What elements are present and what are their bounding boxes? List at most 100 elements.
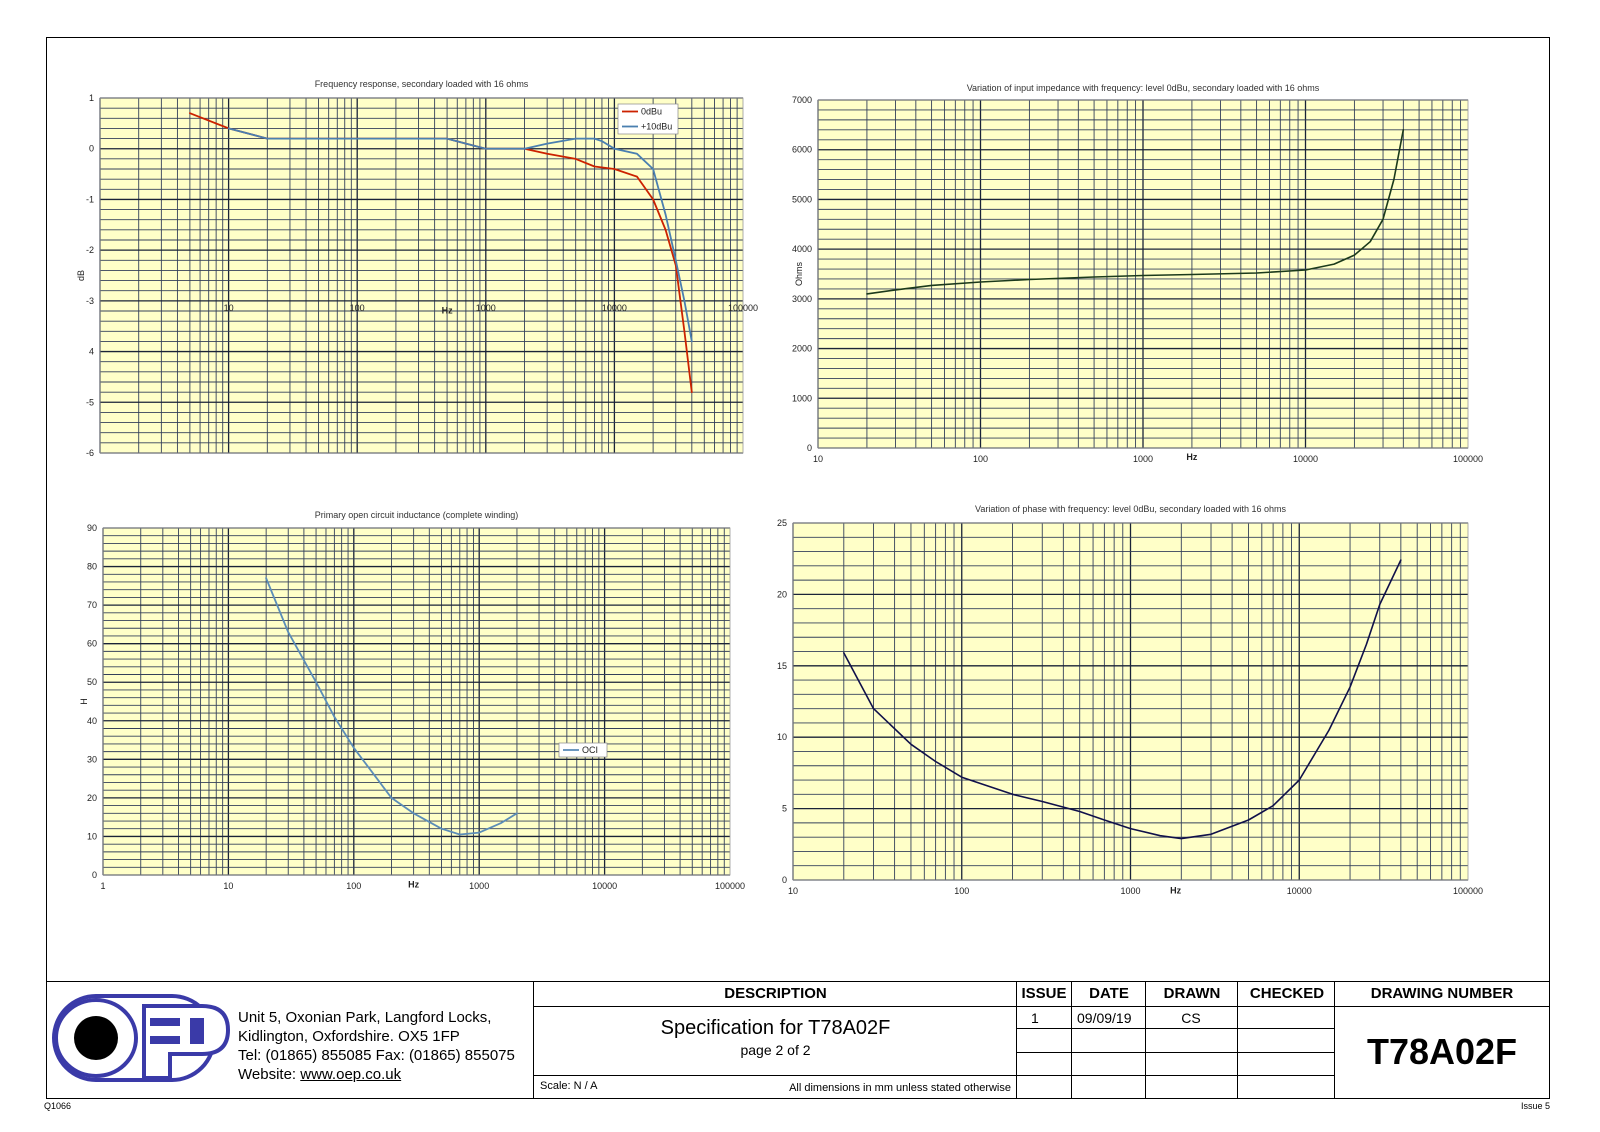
x-tick-label: 10 xyxy=(788,886,798,896)
y-axis-label: dB xyxy=(76,270,86,281)
legend-box xyxy=(617,103,679,135)
issue-table: ISSUE DATE DRAWN CHECKED 1 09/09/19 CS xyxy=(1016,982,1335,1099)
y-tick-label: 30 xyxy=(87,754,97,764)
y-tick-label: 5000 xyxy=(792,194,812,204)
issue-row-line xyxy=(1017,1052,1335,1053)
description-page: page 2 of 2 xyxy=(740,1042,811,1058)
series-line-0 xyxy=(866,128,1405,295)
issue-value: 1 xyxy=(1031,1010,1039,1026)
frequency-response-chart: 1 0 -1 -2 -3 4 -5 -6 10 100 1000 10000 100000 Frequen… xyxy=(75,78,795,483)
scale-text: Scale: N / A xyxy=(540,1080,598,1092)
title-block: Unit 5, Oxonian Park, Langford Locks, Ki… xyxy=(46,981,1550,1100)
x-tick-label: 1000 xyxy=(1120,886,1140,896)
x-axis-label: Hz xyxy=(442,306,453,316)
y-tick-label: 1000 xyxy=(792,393,812,403)
drawing-number: T78A02F xyxy=(1366,1031,1518,1072)
legend: 0dBu +10dBu xyxy=(617,103,679,135)
x-tick-label: 1 xyxy=(100,881,105,891)
legend-label: 0dBu xyxy=(641,107,662,117)
y-tick-label: 90 xyxy=(87,523,97,533)
drawn-header: DRAWN xyxy=(1145,982,1238,1006)
drawing-number-header: DRAWING NUMBER xyxy=(1335,982,1549,1007)
legend-box xyxy=(558,742,608,758)
website-label: Website: xyxy=(238,1066,297,1083)
x-tick-label: 10 xyxy=(224,303,234,313)
y-tick-label: 10 xyxy=(777,732,787,742)
chart-title: Frequency response, secondary loaded wit… xyxy=(315,79,529,89)
x-tick-label: 100000 xyxy=(1453,454,1483,464)
y-tick-label: 4 xyxy=(89,347,94,357)
y-axis-label: H xyxy=(79,698,89,705)
x-tick-label: 100 xyxy=(973,454,988,464)
y-tick-label: -5 xyxy=(86,397,94,407)
dimensions-note: All dimensions in mm unless stated other… xyxy=(789,1082,1011,1094)
y-tick-label: 10 xyxy=(87,831,97,841)
x-tick-label: 100 xyxy=(346,881,361,891)
y-tick-label: 7000 xyxy=(792,95,812,105)
y-tick-label: 1 xyxy=(89,93,94,103)
series-line-0 xyxy=(843,559,1402,840)
issue-header: ISSUE xyxy=(1021,985,1067,1002)
description-column: DESCRIPTION Specification for T78A02F pa… xyxy=(533,982,1017,1099)
company-logo xyxy=(52,992,231,1084)
y-axis-label: Ohms xyxy=(794,262,804,287)
x-axis-label: Hz xyxy=(1170,886,1181,896)
x-tick-label: 10 xyxy=(813,454,823,464)
y-tick-label: 0 xyxy=(807,443,812,453)
x-tick-label: 1000 xyxy=(469,881,489,891)
plot-area xyxy=(100,98,743,453)
x-tick-label: 100000 xyxy=(715,881,745,891)
y-tick-label: 60 xyxy=(87,639,97,649)
description-header: DESCRIPTION xyxy=(534,982,1017,1007)
x-tick-label: 10 xyxy=(223,881,233,891)
y-tick-label: 25 xyxy=(777,518,787,528)
x-tick-label: 10000 xyxy=(1287,886,1312,896)
y-tick-label: 5 xyxy=(782,804,787,814)
scale-row: Scale: N / A All dimensions in mm unless… xyxy=(534,1075,1017,1100)
x-tick-label: 1000 xyxy=(476,303,496,313)
x-tick-label: 100000 xyxy=(728,303,758,313)
x-axis-label: Hz xyxy=(408,879,419,889)
y-tick-label: -6 xyxy=(86,448,94,458)
y-tick-label: 3000 xyxy=(792,294,812,304)
website-line: Website: www.oep.co.uk xyxy=(238,1065,515,1084)
date-value: 09/09/19 xyxy=(1077,1010,1132,1026)
y-tick-label: 50 xyxy=(87,677,97,687)
y-tick-label: 0 xyxy=(92,870,97,880)
issue-header-row: ISSUE DATE DRAWN CHECKED xyxy=(1017,982,1335,1007)
legend: OCI xyxy=(558,742,608,758)
phone-fax: Tel: (01865) 855085 Fax: (01865) 855075 xyxy=(238,1047,515,1064)
series-line-1 xyxy=(227,127,693,343)
x-tick-label: 10000 xyxy=(602,303,627,313)
x-tick-label: 100000 xyxy=(1453,886,1483,896)
checked-header: CHECKED xyxy=(1237,982,1336,1006)
y-tick-label: -3 xyxy=(86,296,94,306)
x-tick-label: 100 xyxy=(350,303,365,313)
chart-title: Variation of input impedance with freque… xyxy=(967,83,1320,93)
plot-border xyxy=(817,99,1469,449)
inductance-chart: 0 10 20 30 40 50 60 70 80 90 1 10 100 1000 10000 100000… xyxy=(75,510,795,925)
y-tick-label: 0 xyxy=(782,875,787,885)
x-tick-label: 10000 xyxy=(1293,454,1318,464)
drawn-value: CS xyxy=(1181,1010,1201,1026)
y-tick-label: 4000 xyxy=(792,244,812,254)
date-header: DATE xyxy=(1071,982,1146,1006)
y-tick-label: 0 xyxy=(89,144,94,154)
x-tick-label: 1000 xyxy=(1133,454,1153,464)
description-title: Specification for T78A02F xyxy=(660,1017,891,1039)
chart-title: Primary open circuit inductance (complet… xyxy=(315,510,519,520)
website-link[interactable]: www.oep.co.uk xyxy=(300,1066,402,1083)
drawing-number-box: DRAWING NUMBER T78A02F xyxy=(1334,982,1549,1099)
company-address: Unit 5, Oxonian Park, Langford Locks, Ki… xyxy=(238,1008,515,1084)
y-tick-label: 80 xyxy=(87,562,97,572)
y-tick-label: 6000 xyxy=(792,145,812,155)
x-axis-label: Hz xyxy=(1186,452,1197,462)
y-tick-label: 15 xyxy=(777,661,787,671)
y-tick-label: 20 xyxy=(87,793,97,803)
x-tick-label: 100 xyxy=(954,886,969,896)
y-tick-label: 40 xyxy=(87,716,97,726)
y-tick-label: 20 xyxy=(777,589,787,599)
y-tick-label: -2 xyxy=(86,245,94,255)
issue-row-line xyxy=(1017,1028,1335,1029)
y-tick-label: 2000 xyxy=(792,344,812,354)
